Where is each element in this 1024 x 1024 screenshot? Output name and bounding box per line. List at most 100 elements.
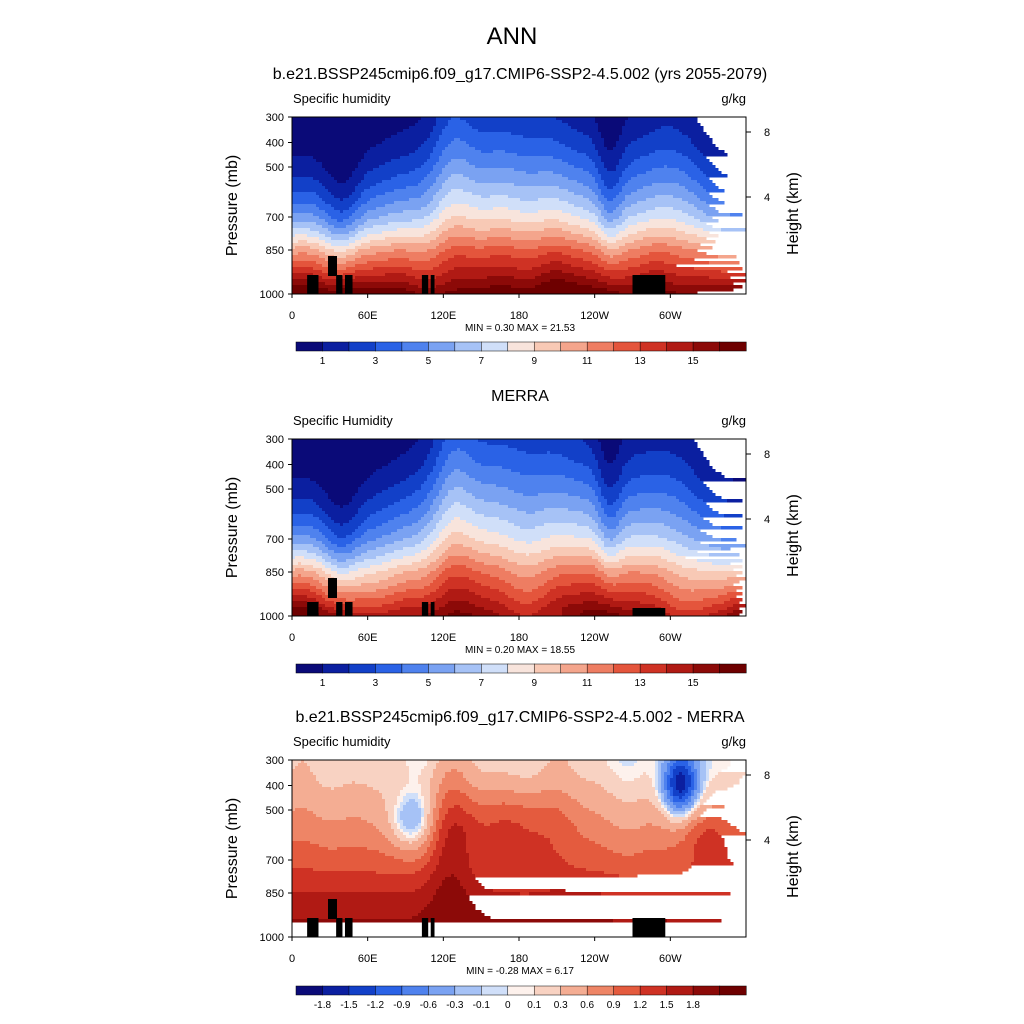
variable-label: Specific Humidity (293, 413, 393, 428)
colorbar-label: 5 (426, 356, 432, 367)
colorbar-label: 0.1 (527, 1000, 541, 1011)
stats-text: MIN = 0.30 MAX = 21.53 (465, 323, 575, 334)
terrain-mask (328, 899, 337, 919)
contour-plot: 300 400 500 700 850 1000 8 4 0 60E 120E 180 120W 60W P… (224, 434, 802, 644)
colorbar-swatch (481, 985, 509, 996)
x-tick-label: 60E (358, 953, 378, 965)
colorbar-label: -0.9 (393, 1000, 411, 1011)
colorbar-swatch (613, 985, 641, 996)
colorbar-swatch (639, 985, 668, 996)
colorbar-swatch (481, 341, 509, 352)
colorbar-swatch (586, 985, 615, 996)
height-tick-label: 4 (764, 514, 770, 526)
contour-fill (292, 760, 746, 923)
colorbar-label: 7 (479, 678, 485, 689)
colorbar-label: 11 (582, 678, 593, 689)
colorbar-swatch (666, 663, 694, 674)
colorbar-swatch (692, 341, 721, 352)
colorbar-swatch (666, 985, 694, 996)
y-tick-label: 500 (266, 162, 284, 174)
colorbar-swatch (560, 985, 588, 996)
y-tick-label: 1000 (260, 289, 284, 301)
colorbar-swatch (322, 341, 350, 352)
variable-label: Specific humidity (293, 734, 391, 749)
terrain-mask (632, 275, 666, 294)
terrain-mask (344, 602, 353, 616)
colorbar-swatch (375, 985, 403, 996)
x-tick-label: 0 (289, 310, 295, 322)
colorbar-swatch (401, 985, 429, 996)
terrain-mask (632, 918, 666, 937)
colorbar-swatch (613, 341, 641, 352)
contour-plot: 300 400 500 700 850 1000 8 4 0 60E 120E 180 120W 60W P… (224, 112, 802, 322)
x-tick-label: 180 (510, 310, 528, 322)
y-axis-label: Pressure (mb) (224, 477, 241, 578)
colorbar-label: 15 (687, 678, 699, 689)
colorbar-label: 0.6 (580, 1000, 594, 1011)
colorbar-swatch (533, 985, 562, 996)
panel-title: b.e21.BSSP245cmip6.f09_g17.CMIP6-SSP2-4.… (295, 709, 744, 726)
y-tick-label: 300 (266, 755, 284, 767)
contour-fill (292, 117, 746, 295)
colorbar-label: 0 (505, 1000, 511, 1011)
contour-fill (292, 439, 746, 617)
colorbar-label: -1.2 (367, 1000, 385, 1011)
colorbar-label: -1.5 (340, 1000, 358, 1011)
colorbar-swatch (507, 985, 535, 996)
colorbar-label: 1 (320, 678, 326, 689)
colorbar-swatch (719, 341, 747, 352)
colorbar-swatch (481, 663, 509, 674)
colorbar-label: 9 (531, 356, 537, 367)
colorbar-swatch (560, 341, 588, 352)
y-tick-label: 500 (266, 484, 284, 496)
right-axis-label: Height (km) (785, 494, 802, 577)
terrain-mask (421, 275, 429, 294)
terrain-mask (328, 256, 337, 276)
terrain-mask (421, 602, 429, 616)
y-tick-label: 300 (266, 434, 284, 446)
colorbar-swatch (428, 663, 456, 674)
y-tick-label: 850 (266, 888, 284, 900)
panel-difference: b.e21.BSSP245cmip6.f09_g17.CMIP6-SSP2-4.… (224, 709, 802, 1011)
y-tick-label: 1000 (260, 932, 284, 944)
colorbar-swatch (401, 663, 429, 674)
x-tick-label: 0 (289, 953, 295, 965)
y-tick-label: 1000 (260, 611, 284, 623)
colorbar-swatch (375, 663, 403, 674)
y-tick-label: 850 (266, 245, 284, 257)
figure-title: ANN (487, 23, 538, 50)
x-tick-label: 120W (580, 310, 609, 322)
colorbar-label: -1.8 (314, 1000, 332, 1011)
x-tick-label: 0 (289, 632, 295, 644)
colorbar-swatch (428, 985, 456, 996)
units-label: g/kg (721, 734, 746, 749)
colorbar-label: 13 (635, 356, 647, 367)
right-axis-label: Height (km) (785, 172, 802, 255)
colorbar-swatch (639, 663, 668, 674)
x-tick-label: 120E (430, 953, 456, 965)
terrain-mask (430, 602, 435, 616)
colorbar-label: 11 (582, 356, 593, 367)
colorbar-swatch (586, 663, 615, 674)
terrain-mask (336, 918, 343, 937)
colorbar-label: 3 (373, 356, 379, 367)
y-tick-label: 400 (266, 460, 284, 472)
colorbar-label: 0.9 (607, 1000, 621, 1011)
height-tick-label: 4 (764, 835, 770, 847)
colorbar-swatch (348, 985, 376, 996)
colorbar-label: 9 (531, 678, 537, 689)
panel-model: b.e21.BSSP245cmip6.f09_g17.CMIP6-SSP2-4.… (224, 66, 802, 367)
height-tick-label: 8 (764, 770, 770, 782)
colorbar-label: -0.6 (420, 1000, 438, 1011)
colorbar-swatch (295, 663, 324, 674)
colorbar-label: 13 (635, 678, 647, 689)
colorbar-swatch (322, 663, 350, 674)
colorbar-label: 0.3 (554, 1000, 568, 1011)
y-axis-label: Pressure (mb) (224, 155, 241, 256)
colorbar-label: -0.1 (473, 1000, 491, 1011)
x-tick-label: 120W (580, 632, 609, 644)
colorbar-swatch (454, 663, 482, 674)
x-tick-label: 60E (358, 632, 378, 644)
variable-label: Specific humidity (293, 91, 391, 106)
